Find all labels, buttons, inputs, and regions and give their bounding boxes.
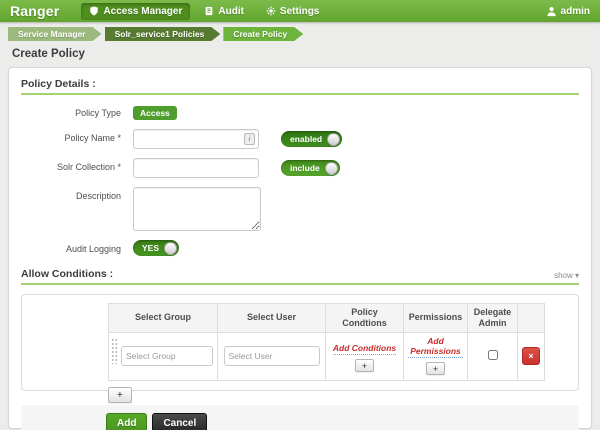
select-user-input[interactable]: [223, 346, 320, 367]
nav-item-access-manager[interactable]: Access Manager: [81, 2, 191, 20]
add-permissions-link[interactable]: Add Permissions: [408, 336, 463, 358]
policy-name-row: Policy Name * i enabled: [21, 129, 579, 149]
ranger-logo[interactable]: Ranger: [10, 3, 60, 19]
info-icon: i: [244, 133, 255, 145]
page-content: Create Policy Policy Details : Policy Ty…: [0, 48, 600, 430]
delegate-admin-cell: [467, 331, 518, 381]
user-menu[interactable]: admin: [546, 6, 590, 17]
nav-item-label: Settings: [279, 5, 320, 17]
toggle-knob: [327, 132, 341, 146]
solr-collection-wrap: [133, 158, 259, 178]
delete-row-button[interactable]: ×: [522, 347, 540, 366]
table-header-row: Select Group Select User Policy Condtion…: [108, 303, 545, 333]
description-label: Description: [75, 191, 121, 201]
top-navbar: Ranger Access Manager Audit Settings adm…: [0, 0, 600, 22]
policy-conditions-cell: Add Conditions +: [325, 331, 404, 381]
enabled-toggle[interactable]: enabled: [281, 131, 343, 147]
add-conditions-plus-button[interactable]: +: [354, 359, 375, 373]
add-button[interactable]: Add: [106, 412, 148, 430]
add-permissions-plus-button[interactable]: +: [425, 361, 446, 375]
allow-conditions-title: Allow Conditions :: [21, 268, 114, 280]
description-row: Description: [21, 187, 579, 231]
header-actions: [517, 303, 545, 333]
add-conditions-link[interactable]: Add Conditions: [332, 343, 397, 356]
toggle-knob: [164, 241, 178, 255]
document-icon: [204, 6, 214, 16]
breadcrumb-service-manager[interactable]: Service Manager: [8, 27, 102, 41]
audit-logging-label: Audit Logging: [65, 244, 121, 254]
delegate-admin-checkbox[interactable]: [487, 350, 498, 361]
select-group-input[interactable]: [121, 346, 213, 367]
user-icon: [546, 6, 557, 17]
page-title: Create Policy: [12, 48, 85, 60]
header-permissions: Permissions: [403, 303, 468, 333]
select-group-cell: [108, 331, 218, 381]
gear-icon: [266, 6, 276, 16]
header-policy-conditions: Policy Condtions: [325, 303, 404, 333]
allow-conditions-table: Select Group Select User Policy Condtion…: [108, 303, 545, 381]
policy-type-label: Policy Type: [75, 108, 121, 118]
enabled-toggle-label: enabled: [290, 134, 323, 144]
show-toggle-link[interactable]: show ▾: [554, 271, 579, 280]
solr-collection-input[interactable]: [133, 158, 259, 178]
policy-name-input[interactable]: [133, 129, 259, 149]
user-name: admin: [560, 5, 590, 17]
allow-conditions-panel: Select Group Select User Policy Condtion…: [21, 294, 579, 403]
toggle-knob: [324, 161, 338, 175]
audit-logging-toggle[interactable]: YES: [133, 240, 180, 256]
permissions-cell: Add Permissions +: [403, 331, 468, 381]
breadcrumb-solr-service1-policies[interactable]: Solr_service1 Policies: [105, 27, 221, 41]
audit-toggle-label: YES: [142, 243, 160, 253]
policy-name-label: Policy Name *: [64, 133, 121, 143]
breadcrumb: Service Manager Solr_service1 Policies C…: [0, 22, 600, 45]
allow-conditions-header: Allow Conditions : show ▾: [21, 268, 579, 285]
nav-item-label: Audit: [218, 5, 244, 17]
policy-name-wrap: i: [133, 129, 259, 149]
policy-details-title: Policy Details :: [21, 78, 96, 90]
policy-type-row: Policy Type Access: [21, 104, 579, 120]
solr-collection-label: Solr Collection *: [56, 162, 121, 172]
nav-item-audit[interactable]: Audit: [196, 3, 252, 20]
cancel-button[interactable]: Cancel: [152, 412, 208, 430]
header-select-group: Select Group: [108, 303, 218, 333]
table-row: Add Conditions + Add Permissions + ×: [108, 331, 545, 381]
form-actions-bar: Add Cancel: [21, 405, 579, 430]
shield-icon: [89, 6, 99, 16]
nav-menu: Access Manager Audit Settings: [81, 2, 545, 20]
include-toggle-label: include: [290, 163, 320, 173]
breadcrumb-create-policy: Create Policy: [223, 27, 303, 41]
solr-collection-row: Solr Collection * include: [21, 158, 579, 178]
nav-item-settings[interactable]: Settings: [258, 3, 327, 20]
select-user-cell: [217, 331, 326, 381]
add-row-button[interactable]: +: [108, 386, 132, 403]
header-select-user: Select User: [217, 303, 326, 333]
nav-item-label: Access Manager: [103, 5, 183, 17]
policy-type-badge: Access: [133, 106, 177, 120]
header-delegate-admin: Delegate Admin: [467, 303, 518, 333]
description-textarea[interactable]: [133, 187, 261, 231]
policy-form-panel: Policy Details : Policy Type Access Poli…: [8, 67, 592, 430]
drag-handle[interactable]: [111, 337, 118, 364]
include-toggle[interactable]: include: [281, 160, 340, 176]
delete-cell: ×: [517, 331, 545, 381]
policy-details-header: Policy Details :: [21, 78, 579, 95]
audit-logging-row: Audit Logging YES: [21, 240, 579, 256]
